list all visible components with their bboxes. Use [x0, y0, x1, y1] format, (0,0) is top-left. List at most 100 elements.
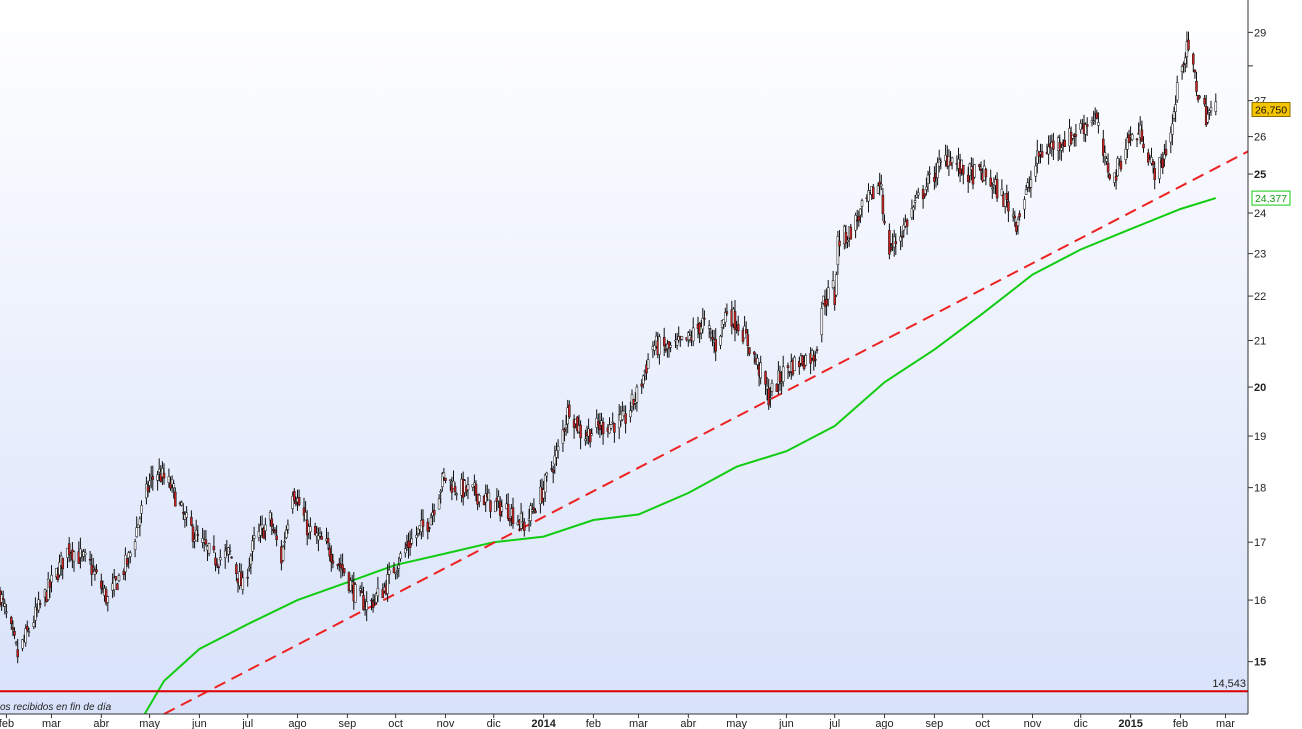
candle [1095, 109, 1099, 120]
candle [669, 341, 672, 353]
candle [1114, 169, 1118, 190]
candle [629, 401, 632, 423]
candle-body [1171, 123, 1174, 135]
x-tick-label: feb [1173, 718, 1188, 729]
candle-body [252, 535, 256, 539]
candle [421, 509, 425, 537]
candle [1040, 144, 1044, 158]
candle [169, 476, 172, 491]
candle-body [500, 506, 504, 512]
candle-body [753, 351, 756, 355]
candle [497, 490, 500, 508]
candle [764, 370, 767, 395]
candle [1150, 147, 1153, 166]
candle-body [37, 599, 40, 611]
candle-body [117, 575, 121, 581]
candle-body [608, 424, 611, 434]
candle-body [995, 179, 999, 199]
candle-body [825, 298, 828, 306]
candle [899, 226, 902, 251]
candle-body [331, 560, 335, 564]
candle [349, 577, 352, 593]
candle-body [667, 341, 671, 349]
candle-body [394, 572, 397, 575]
candle-body [545, 472, 549, 477]
candle [519, 502, 523, 532]
candle [230, 556, 233, 559]
candle-body [421, 519, 425, 527]
candle [601, 417, 605, 445]
candle [125, 558, 129, 568]
candle [26, 620, 29, 632]
last-price-badge: 26,750 [1251, 102, 1291, 117]
candle-body [58, 562, 61, 576]
candle-body [733, 311, 737, 331]
candle [370, 598, 373, 611]
candle-body [775, 383, 779, 392]
candle-body [5, 611, 8, 614]
candle [1153, 161, 1156, 190]
candle-body [180, 502, 183, 506]
candle [966, 166, 970, 193]
candle [786, 362, 790, 379]
candle [32, 615, 36, 630]
candle [849, 223, 853, 240]
candle [923, 193, 926, 199]
candle-body [979, 168, 983, 172]
candle-body [428, 527, 431, 529]
candle [1013, 210, 1017, 227]
candle [709, 328, 713, 342]
candle [1024, 185, 1028, 195]
candle [362, 586, 365, 611]
candle-body [759, 362, 762, 379]
candle-body [61, 557, 64, 570]
candle-body [156, 474, 159, 481]
candle [576, 415, 579, 434]
candle [597, 413, 600, 435]
candle-body [191, 526, 195, 542]
candle-body [534, 510, 537, 514]
candle [426, 518, 430, 540]
candle-body [135, 527, 138, 538]
candle [13, 627, 16, 640]
candle [61, 557, 64, 580]
y-tick-label: 15 [1254, 657, 1266, 669]
x-tick-label: ago [288, 718, 306, 729]
candle-body [270, 518, 274, 527]
candle [223, 544, 227, 569]
candle-body [1198, 96, 1202, 98]
candle-body [917, 192, 920, 196]
candle [910, 199, 914, 221]
candle [979, 161, 983, 180]
candle-body [207, 543, 211, 554]
candle [1047, 135, 1050, 165]
candle-body [635, 386, 639, 403]
candle [1208, 108, 1211, 120]
candle [38, 599, 42, 609]
candle-body [449, 479, 452, 482]
candle [207, 542, 211, 557]
candle [1182, 61, 1185, 74]
candle [318, 527, 322, 539]
x-tick-label: sep [926, 718, 944, 729]
price-badges: 26,750 24,377 [1251, 102, 1291, 206]
candle-body [826, 287, 830, 300]
candle-body [16, 649, 19, 658]
candle [611, 412, 614, 425]
candle [241, 570, 245, 595]
candle [973, 164, 976, 179]
candle-body [786, 365, 790, 368]
candle [608, 417, 611, 434]
candle-body [38, 603, 42, 605]
candle [1180, 64, 1184, 80]
candle [489, 500, 492, 519]
candle [937, 149, 941, 173]
candle-body [474, 484, 478, 496]
candle-body [1158, 157, 1161, 179]
candle [1135, 137, 1139, 147]
candle-body [497, 496, 500, 502]
candle [534, 508, 537, 514]
candle [135, 516, 138, 538]
candle-body [170, 479, 174, 486]
candle-body [1092, 120, 1095, 122]
